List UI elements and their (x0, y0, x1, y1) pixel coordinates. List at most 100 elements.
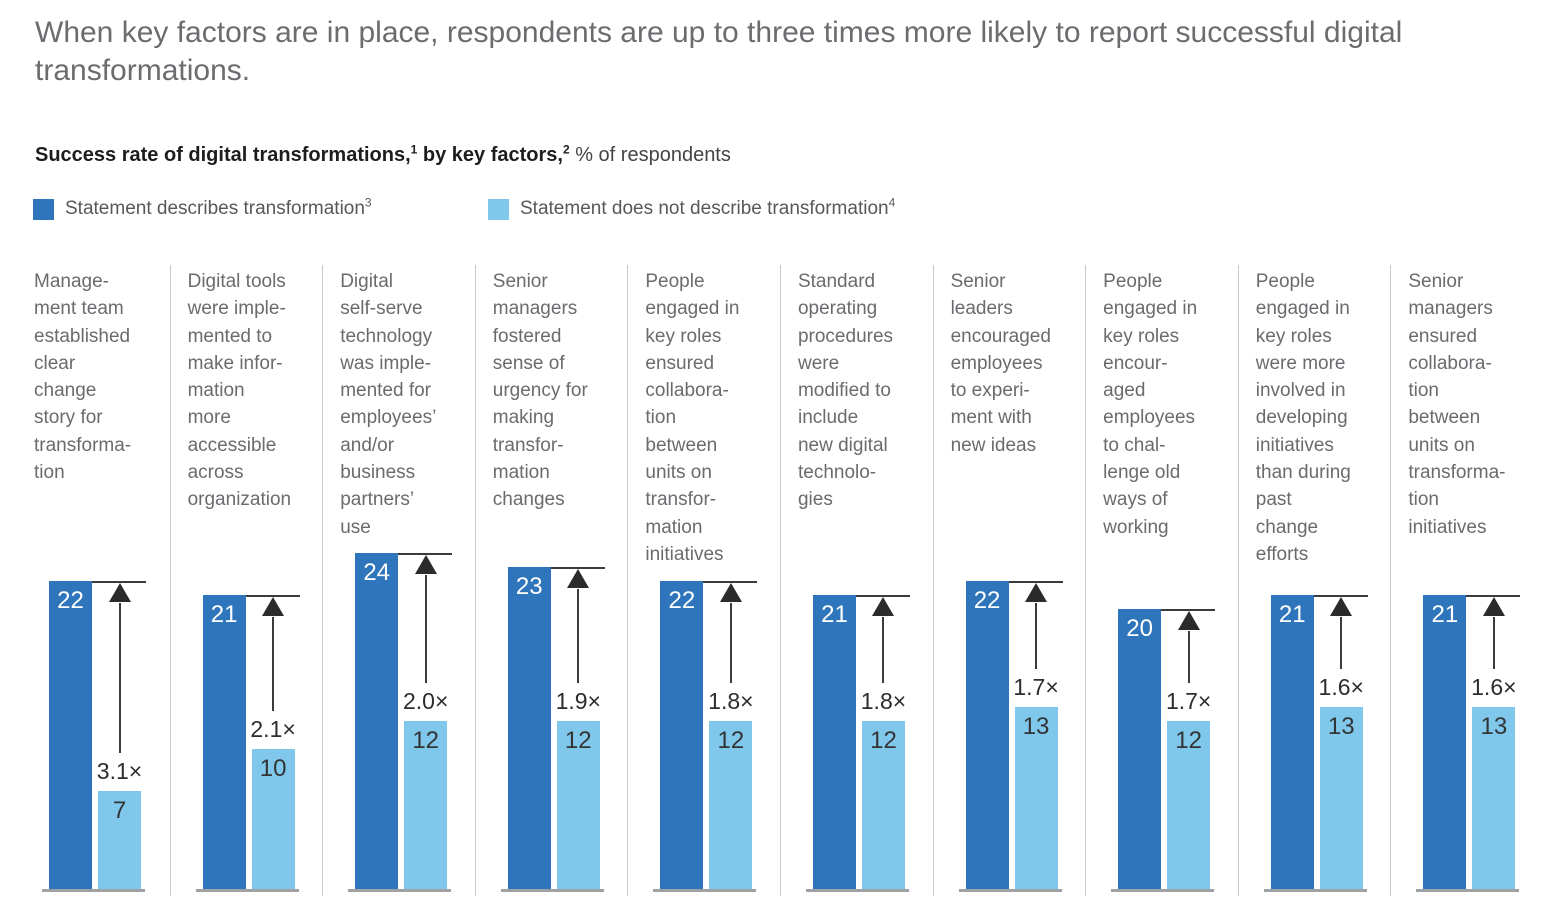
bar-does-not-describe-value: 10 (259, 755, 287, 782)
bar-statement-does-not-describe: 12 (1167, 721, 1211, 889)
baseline (653, 889, 757, 892)
bar-statement-describes: 22 (965, 581, 1009, 889)
multiplier-label: 1.6× (1471, 674, 1517, 700)
factor-label: Digital self-serve technology was imple-… (340, 271, 437, 538)
chart-subtitle: Success rate of digital transformations,… (35, 142, 731, 167)
gain-reference-line (92, 581, 146, 583)
factor-plot: 2.0× 24 12 (323, 265, 475, 896)
gain-reference-line (245, 595, 300, 597)
bar-statement-describes: 21 (1270, 595, 1314, 889)
bar-statement-does-not-describe: 12 (709, 721, 753, 889)
gain-arrow-line (1035, 603, 1038, 669)
bar-describes-value: 21 (210, 601, 238, 628)
bar-statement-describes: 22 (660, 581, 704, 889)
baseline (195, 889, 299, 892)
gain-reference-line (398, 553, 453, 555)
baseline (42, 889, 145, 892)
bar-describes-value: 21 (1278, 601, 1306, 628)
gain-arrow-line (118, 603, 121, 753)
factor-plot: 1.6× 21 13 (1239, 265, 1391, 896)
gain-arrow-up-icon (1330, 597, 1353, 616)
bar-chart: Manage- ment team established clear chan… (17, 265, 1543, 896)
bar-statement-describes: 23 (507, 567, 551, 889)
bar-describes-value: 24 (363, 559, 391, 586)
factor-label: Digital tools were imple- mented to make… (187, 271, 292, 511)
gain-arrow-line (1340, 617, 1343, 669)
gain-arrow-line (272, 617, 275, 711)
bar-statement-describes: 22 (49, 581, 92, 889)
gain-arrow-line (882, 617, 885, 683)
gain-arrow-up-icon (1177, 611, 1200, 630)
legend-item-describes: Statement describes transformation3 (33, 197, 488, 220)
bar-does-not-describe-value: 12 (717, 727, 745, 754)
multiplier-label: 1.9× (555, 688, 601, 714)
bar-does-not-describe-value: 12 (1175, 727, 1202, 754)
baseline (958, 889, 1062, 892)
bar-describes-value: 22 (57, 587, 84, 614)
factor-group: People engaged in key roles ensured coll… (627, 265, 780, 896)
factor-plot: 1.7× 20 12 (1086, 265, 1238, 896)
factor-group: Standard operating procedures were modif… (779, 265, 933, 896)
gain-arrow-up-icon (108, 583, 131, 602)
gain-arrow-up-icon (1025, 583, 1048, 602)
gain-arrow-up-icon (872, 597, 895, 616)
factor-label: Manage- ment team established clear chan… (34, 271, 132, 484)
legend-label-does-not-describe: Statement does not describe transformati… (520, 198, 889, 219)
bar-does-not-describe-value: 12 (564, 727, 592, 754)
factor-plot: 3.1× 22 7 (17, 265, 170, 896)
subtitle-bold-1: Success rate of digital transformations, (35, 144, 411, 166)
multiplier-label: 1.8× (708, 688, 754, 714)
bar-describes-value: 22 (973, 587, 1001, 614)
gain-reference-line (1466, 595, 1521, 597)
bar-statement-describes: 21 (812, 595, 856, 889)
bar-describes-value: 23 (515, 573, 543, 600)
bar-statement-describes: 21 (202, 595, 246, 889)
gain-reference-line (855, 595, 910, 597)
gain-arrow-line (577, 589, 580, 683)
multiplier-label: 1.6× (1318, 674, 1364, 700)
multiplier-label: 2.0× (402, 688, 449, 714)
factor-label: Senior managers ensured collabora- tion … (1408, 271, 1506, 538)
factor-plot: 1.8× 22 12 (628, 265, 780, 896)
bar-statement-describes: 20 (1118, 609, 1162, 889)
bar-does-not-describe-value: 13 (1327, 713, 1355, 740)
gain-arrow-up-icon (1482, 597, 1505, 616)
gain-reference-line (1008, 581, 1063, 583)
factor-plot: 1.6× 21 13 (1391, 265, 1543, 896)
gain-arrow-line (424, 575, 427, 683)
bar-does-not-describe-value: 13 (1480, 713, 1508, 740)
factor-group: Manage- ment team established clear chan… (17, 265, 170, 896)
gain-arrow-up-icon (414, 555, 437, 574)
bar-statement-does-not-describe: 12 (556, 721, 600, 889)
factor-label: Senior managers fostered sense of urgenc… (492, 271, 588, 511)
factor-group: Digital self-serve technology was imple-… (322, 265, 475, 896)
legend-swatch-dark-blue-icon (33, 198, 54, 220)
gain-reference-line (550, 567, 605, 569)
gain-reference-line (1161, 609, 1216, 611)
factor-plot: 1.7× 22 13 (934, 265, 1086, 896)
bar-describes-value: 20 (1126, 615, 1153, 642)
footnote-marker-4: 4 (888, 195, 896, 210)
bar-statement-does-not-describe: 13 (1014, 707, 1058, 889)
factor-label: Senior leaders encouraged employees to e… (950, 271, 1051, 456)
multiplier-label: 1.8× (860, 688, 907, 714)
bar-does-not-describe-value: 12 (870, 727, 897, 754)
multiplier-label: 1.7× (1165, 688, 1212, 714)
factor-label: People engaged in key roles ensured coll… (645, 271, 740, 565)
subtitle-unit: % of respondents (569, 144, 731, 166)
footnote-marker-2: 2 (562, 142, 570, 157)
baseline (1111, 889, 1215, 892)
factor-plot: 1.8× 21 12 (781, 265, 933, 896)
factor-label: People engaged in key roles encour- aged… (1103, 271, 1198, 538)
factor-plot: 2.1× 21 10 (171, 265, 323, 896)
bar-describes-value: 21 (1431, 601, 1459, 628)
bar-does-not-describe-value: 13 (1022, 713, 1050, 740)
factor-group: People engaged in key roles encour- aged… (1085, 265, 1238, 896)
bar-statement-does-not-describe: 13 (1319, 707, 1363, 889)
multiplier-label: 3.1× (96, 758, 143, 784)
factor-group: Digital tools were imple- mented to make… (169, 265, 323, 896)
gain-arrow-line (1187, 631, 1190, 683)
factor-label: People engaged in key roles were more in… (1255, 271, 1351, 565)
baseline (1263, 889, 1367, 892)
baseline (348, 889, 452, 892)
